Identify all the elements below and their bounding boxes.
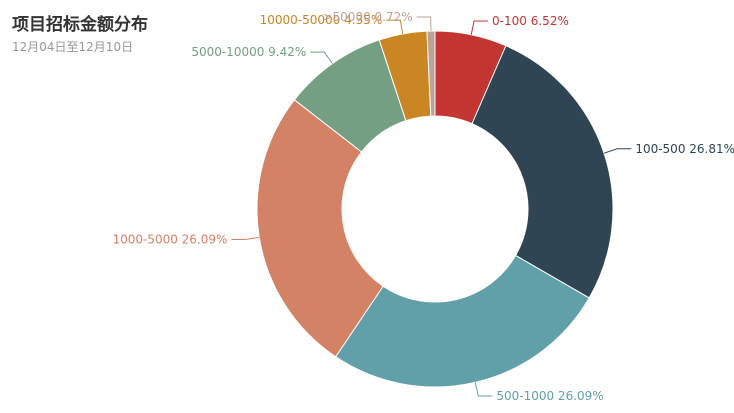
label-leader-line [474,382,493,397]
pie-slice[interactable] [426,30,436,117]
label-leader-line [386,19,404,35]
pie-slice[interactable] [471,45,614,299]
chart-title: 项目招标金额分布 [12,15,148,35]
slice-label: 5000-10000 9.42% [191,45,306,59]
slice-label: 100-500 26.81% [635,142,734,156]
label-leader-line [416,16,432,32]
label-leader-line [310,51,333,64]
slice-label: >50000 0.72% [322,10,412,24]
slice-label: 10000-50000 4.35% [260,13,383,27]
label-leader-line [470,20,489,35]
label-leader-line [603,148,632,154]
pie-slice[interactable] [334,254,590,388]
slice-label: 1000-5000 26.09% [112,232,227,246]
chart-subtitle: 12月04日至12月10日 [12,40,134,54]
label-leader-line [231,236,260,240]
slice-label: 0-100 6.52% [492,14,569,28]
slice-label: 500-1000 26.09% [496,389,603,403]
pie-slice[interactable] [256,99,384,358]
